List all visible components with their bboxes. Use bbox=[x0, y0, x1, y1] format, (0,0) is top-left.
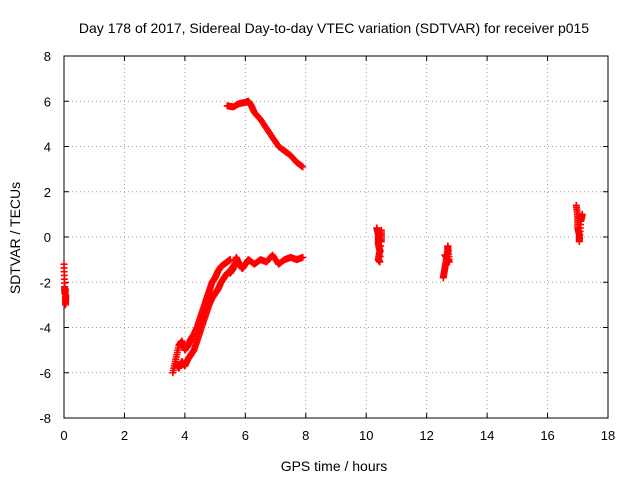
series-sat-17h bbox=[572, 201, 586, 246]
x-tick-label: 14 bbox=[480, 428, 494, 443]
series-sat-main-upper bbox=[226, 251, 307, 277]
y-tick-label: -6 bbox=[39, 366, 51, 381]
x-tick-label: 18 bbox=[601, 428, 615, 443]
y-tick-label: -2 bbox=[39, 275, 51, 290]
x-tick-label: 4 bbox=[181, 428, 188, 443]
x-axis-label: GPS time / hours bbox=[281, 458, 388, 474]
y-tick-label: 8 bbox=[44, 49, 51, 64]
series-sat-12h bbox=[439, 242, 453, 282]
y-tick-labels: -8 -6 -4 -2 0 2 4 6 8 bbox=[39, 49, 51, 426]
x-tick-label: 10 bbox=[359, 428, 373, 443]
y-axis-label: SDTVAR / TECUs bbox=[7, 182, 23, 294]
y-tick-label: -4 bbox=[39, 321, 51, 336]
x-tick-label: 16 bbox=[540, 428, 554, 443]
data-point bbox=[299, 163, 307, 171]
series-sat-main-rise-b bbox=[172, 260, 240, 372]
y-tick-label: 0 bbox=[44, 230, 51, 245]
grid-lines bbox=[64, 56, 608, 418]
series-sat-10h bbox=[373, 224, 385, 266]
x-tick-label: 6 bbox=[242, 428, 249, 443]
y-tick-label: 2 bbox=[44, 185, 51, 200]
data-points bbox=[60, 97, 586, 377]
data-point bbox=[299, 253, 307, 261]
series-sat-high-arc bbox=[223, 97, 307, 171]
y-tick-label: 6 bbox=[44, 94, 51, 109]
series-sat-start bbox=[60, 260, 70, 309]
axis-ticks bbox=[63, 55, 609, 419]
x-tick-label: 2 bbox=[121, 428, 128, 443]
data-point bbox=[377, 238, 385, 246]
y-tick-label: 4 bbox=[44, 140, 51, 155]
x-tick-label: 12 bbox=[419, 428, 433, 443]
data-point bbox=[441, 251, 449, 259]
x-tick-label: 0 bbox=[60, 428, 67, 443]
x-tick-label: 8 bbox=[302, 428, 309, 443]
data-point bbox=[62, 292, 70, 300]
y-tick-label: -8 bbox=[39, 411, 51, 426]
x-tick-labels: 0 2 4 6 8 10 12 14 16 18 bbox=[60, 428, 615, 443]
chart-title: Day 178 of 2017, Sidereal Day-to-day VTE… bbox=[79, 20, 589, 36]
data-point bbox=[578, 210, 586, 218]
